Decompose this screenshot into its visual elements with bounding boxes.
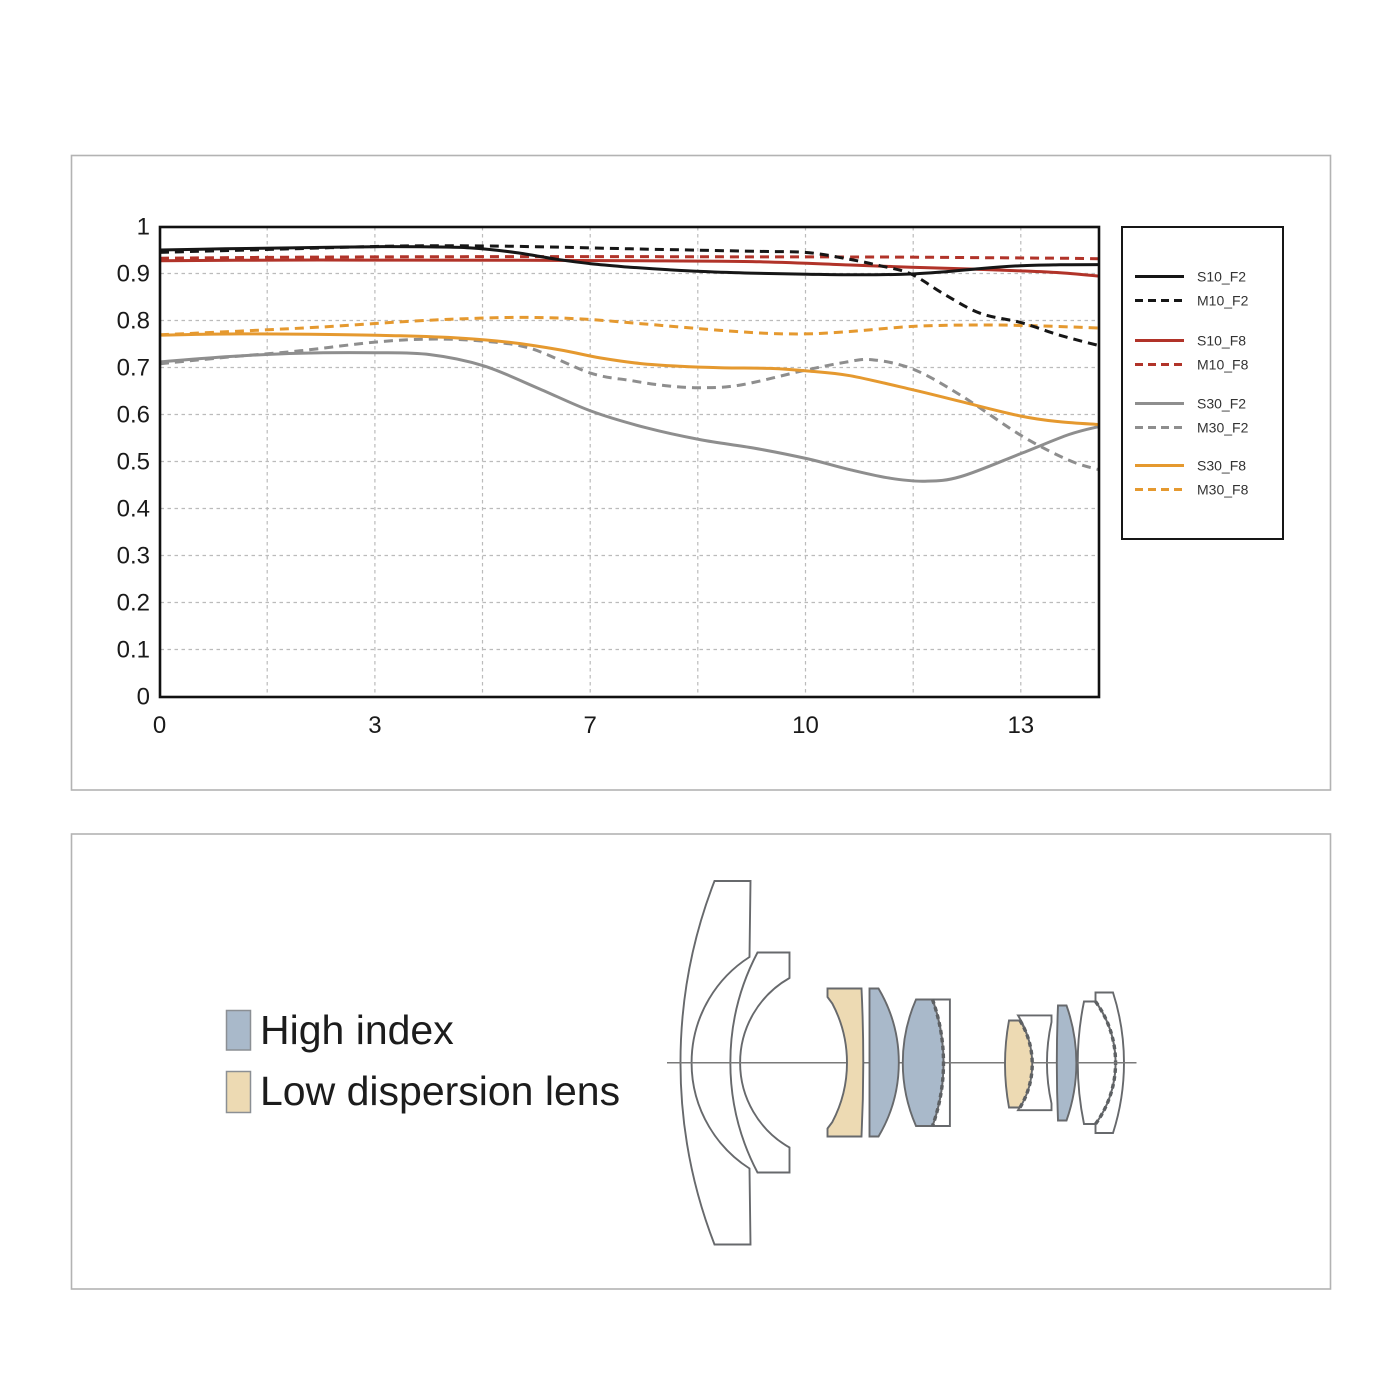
svg-text:M30_F8: M30_F8 (1197, 482, 1249, 498)
svg-text:S30_F2: S30_F2 (1197, 396, 1246, 412)
svg-text:0.1: 0.1 (117, 637, 150, 664)
svg-text:M10_F2: M10_F2 (1197, 293, 1249, 309)
svg-text:7: 7 (584, 712, 597, 739)
svg-text:S30_F8: S30_F8 (1197, 458, 1246, 474)
svg-text:Low dispersion lens: Low dispersion lens (260, 1068, 620, 1114)
svg-text:M10_F8: M10_F8 (1197, 357, 1249, 373)
svg-text:3: 3 (368, 712, 381, 739)
svg-text:0.9: 0.9 (117, 261, 150, 288)
svg-text:S10_F2: S10_F2 (1197, 269, 1246, 285)
svg-text:0.7: 0.7 (117, 355, 150, 382)
svg-text:10: 10 (792, 712, 819, 739)
svg-text:M30_F2: M30_F2 (1197, 420, 1249, 436)
svg-text:0.6: 0.6 (117, 402, 150, 429)
svg-text:High index: High index (260, 1007, 454, 1053)
svg-text:13: 13 (1007, 712, 1034, 739)
svg-text:0.4: 0.4 (117, 496, 150, 523)
svg-text:0.3: 0.3 (117, 543, 150, 570)
svg-text:1: 1 (137, 214, 150, 241)
svg-text:0: 0 (153, 712, 166, 739)
svg-text:S10_F8: S10_F8 (1197, 333, 1246, 349)
svg-text:0.2: 0.2 (117, 590, 150, 617)
svg-text:0.5: 0.5 (117, 449, 150, 476)
svg-text:0.8: 0.8 (117, 308, 150, 335)
svg-text:0: 0 (137, 684, 150, 711)
